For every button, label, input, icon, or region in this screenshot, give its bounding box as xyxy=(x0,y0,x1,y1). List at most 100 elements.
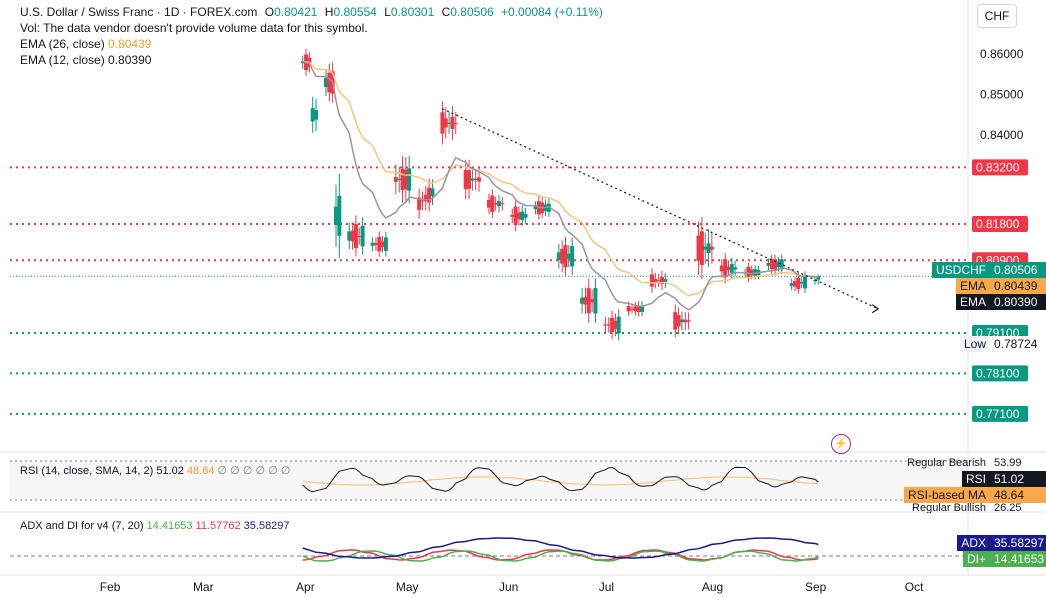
time-axis-tick: Mar xyxy=(193,580,214,594)
candle-body xyxy=(337,195,342,236)
level-tag-bg xyxy=(972,215,1028,232)
candle-body xyxy=(683,319,688,323)
level-tag-bg xyxy=(972,365,1028,382)
candle-body xyxy=(556,252,561,261)
candle-body xyxy=(447,122,452,124)
ema26-legend: EMA (26, close) 0.80439 xyxy=(20,37,152,51)
candle-body xyxy=(733,267,738,270)
candle-body xyxy=(487,199,491,208)
candle-body xyxy=(659,276,664,285)
candle-body xyxy=(443,118,448,128)
candle-body xyxy=(397,178,402,181)
candle-body xyxy=(789,283,794,286)
candle-body xyxy=(510,214,515,217)
candle-body xyxy=(516,212,521,220)
candle-body xyxy=(470,178,475,181)
candle-body xyxy=(357,236,362,238)
candle-body xyxy=(699,231,704,266)
candle-body xyxy=(640,305,645,313)
level-tag-label: 0.78100 xyxy=(976,366,1020,380)
last-price-tag: USDCHF 0.80506 xyxy=(932,262,1046,278)
candle-body xyxy=(653,278,658,283)
candle-body xyxy=(520,211,525,221)
candle-body xyxy=(373,243,378,246)
candle-body xyxy=(729,263,734,273)
candle-body xyxy=(473,178,478,181)
time-axis-tick: Sep xyxy=(805,580,827,594)
price-axis-tick: 0.84000 xyxy=(980,128,1024,142)
rsi-ma-value: 48.64 xyxy=(186,465,215,477)
candle-body xyxy=(546,203,551,212)
candle-body xyxy=(566,253,571,259)
candle-body xyxy=(606,324,611,326)
candle-body xyxy=(496,201,501,207)
candle-body xyxy=(719,265,724,272)
adx-legend: ADX and DI for v4 (7, 20) 14.41653 11.57… xyxy=(20,520,290,532)
candle-body xyxy=(610,317,615,333)
chart-legend: U.S. Dollar / Swiss Franc · 1D · FOREX.c… xyxy=(20,4,603,68)
candle-body xyxy=(427,187,432,203)
candle-body xyxy=(679,319,684,323)
time-axis-tick: Oct xyxy=(905,580,924,594)
candle-body xyxy=(370,242,375,246)
candle-body xyxy=(726,266,731,271)
candle-body xyxy=(324,78,329,88)
candle-body xyxy=(353,224,358,249)
candle-body xyxy=(350,230,355,242)
candle-body xyxy=(407,168,412,191)
candle-body xyxy=(430,188,435,197)
ema26-legend-value: 0.80439 xyxy=(108,37,152,51)
candle-body xyxy=(656,280,661,282)
candle-body xyxy=(766,262,771,266)
candle-body xyxy=(746,266,751,279)
price-change: +0.00084 (+0.11%) xyxy=(501,5,603,19)
time-axis-tick: Jun xyxy=(499,580,518,594)
candle-body xyxy=(793,281,798,287)
candle-body xyxy=(314,110,319,120)
level-tag-bg xyxy=(972,159,1028,176)
candle-body xyxy=(802,275,807,289)
adx-price-tag: ADX 35.58297 xyxy=(957,535,1046,551)
regular-bullish-tag: Regular Bullish 26.25 xyxy=(912,503,1022,513)
rsi-band-fill xyxy=(10,461,968,500)
candle-body xyxy=(673,312,678,330)
candle-body xyxy=(799,281,804,284)
ema12-price-tag: EMA 0.80390 xyxy=(955,294,1046,310)
rsi-value: 51.02 xyxy=(156,465,184,477)
candle-body xyxy=(626,306,631,312)
price-axis-tick: 0.85000 xyxy=(980,88,1024,102)
rsi-placeholders: ∅ ∅ ∅ ∅ ∅ ∅ xyxy=(217,465,291,477)
candle-body xyxy=(649,274,654,287)
candle-body xyxy=(450,116,455,129)
time-axis-tick: Feb xyxy=(100,580,121,594)
ema12-line xyxy=(302,60,819,311)
candle-body xyxy=(703,246,708,250)
candle-body xyxy=(633,306,638,312)
ohlc-low: L0.80301 xyxy=(384,5,435,19)
candle-body xyxy=(676,315,681,327)
currency-button[interactable]: CHF xyxy=(977,4,1017,28)
candle-body xyxy=(536,201,541,215)
candle-body xyxy=(533,206,538,210)
candle-body xyxy=(816,276,821,280)
candle-body xyxy=(327,72,332,93)
time-axis-tick: Apr xyxy=(296,580,315,594)
candle-body xyxy=(779,259,784,270)
regular-bearish-tag: Regular Bearish 53.99 xyxy=(907,457,1022,469)
rsi-price-tag: RSI 51.02 xyxy=(961,471,1046,487)
rsi-legend: RSI (14, close, SMA, 14, 2) 51.02 48.64 … xyxy=(20,465,291,477)
candle-body xyxy=(636,305,641,313)
symbol-row: U.S. Dollar / Swiss Franc · 1D · FOREX.c… xyxy=(20,4,603,20)
candle-body xyxy=(696,235,701,261)
candle-body xyxy=(613,320,618,330)
candle-body xyxy=(500,203,505,205)
candle-body xyxy=(796,277,801,290)
rsi-line xyxy=(302,466,819,493)
candle-body xyxy=(383,237,388,251)
candle-body xyxy=(490,195,495,212)
lightning-icon[interactable]: ⚡ xyxy=(831,434,851,454)
candle-body xyxy=(583,296,588,305)
candle-body xyxy=(663,279,668,283)
candle-body xyxy=(417,197,422,210)
